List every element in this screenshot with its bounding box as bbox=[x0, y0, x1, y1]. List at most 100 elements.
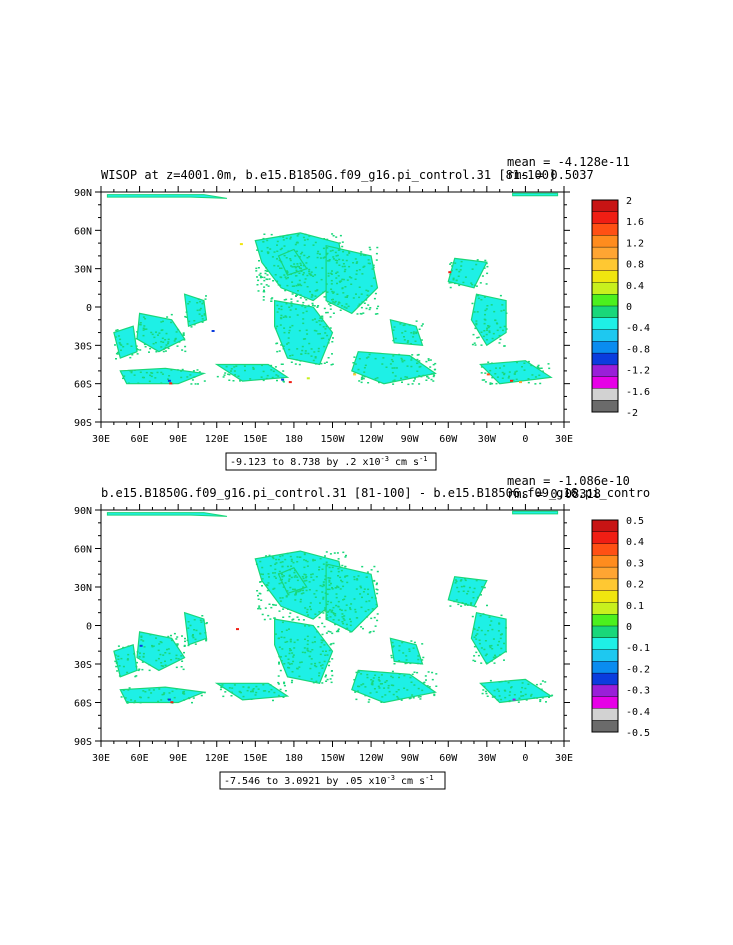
field-cell bbox=[302, 236, 305, 239]
field-cell bbox=[491, 696, 494, 698]
field-cell bbox=[449, 263, 452, 265]
colorbar-label: -0.3 bbox=[626, 686, 650, 697]
field-cell bbox=[335, 593, 338, 595]
y-tick-label: 30N bbox=[74, 583, 92, 594]
field-cell bbox=[355, 293, 357, 295]
field-cell bbox=[287, 342, 290, 344]
field-cell bbox=[476, 311, 479, 313]
field-cell bbox=[274, 568, 277, 571]
field-cell bbox=[524, 687, 527, 690]
field-cell bbox=[501, 377, 504, 379]
field-cell bbox=[277, 681, 280, 684]
field-cell bbox=[392, 355, 395, 357]
field-cell bbox=[324, 578, 327, 581]
field-cell bbox=[342, 292, 345, 294]
field-cell bbox=[289, 586, 292, 589]
field-cell bbox=[353, 598, 356, 600]
field-cell bbox=[141, 376, 144, 379]
field-cell bbox=[355, 262, 358, 264]
field-cell bbox=[182, 668, 185, 671]
field-cell bbox=[311, 319, 314, 321]
field-cell bbox=[333, 302, 336, 304]
field-cell bbox=[455, 580, 458, 583]
field-cell bbox=[375, 691, 378, 693]
field-cell bbox=[158, 332, 161, 334]
field-cell bbox=[329, 250, 332, 252]
colorbar-swatch bbox=[591, 672, 619, 686]
field-cell bbox=[354, 363, 357, 365]
colorbar-swatch bbox=[591, 388, 619, 401]
colorbar-swatch bbox=[591, 376, 619, 390]
field-cell bbox=[405, 662, 408, 664]
field-cell bbox=[338, 264, 341, 266]
panel-1-mean: mean = -4.128e-11 bbox=[507, 155, 630, 169]
field-cell bbox=[327, 301, 329, 303]
field-cell bbox=[338, 242, 341, 244]
field-cell bbox=[304, 638, 306, 640]
field-cell bbox=[280, 344, 283, 346]
field-cell bbox=[302, 264, 305, 267]
field-cell bbox=[274, 563, 277, 565]
field-cell bbox=[302, 592, 305, 594]
field-cell bbox=[274, 633, 277, 635]
field-cell bbox=[126, 659, 129, 661]
field-cell bbox=[344, 286, 347, 288]
colorbar-swatch bbox=[591, 625, 619, 639]
field-cell bbox=[460, 585, 463, 588]
field-cell bbox=[490, 644, 493, 647]
field-cell bbox=[455, 279, 458, 282]
field-cell bbox=[258, 260, 260, 262]
field-cell bbox=[361, 273, 364, 275]
field-cell bbox=[475, 322, 478, 325]
field-cell bbox=[287, 276, 289, 279]
field-cell bbox=[289, 640, 292, 643]
field-cell bbox=[401, 381, 403, 383]
field-cell bbox=[318, 320, 321, 322]
field-cell bbox=[391, 676, 394, 679]
field-cell bbox=[160, 662, 163, 664]
field-cell bbox=[344, 296, 347, 298]
field-cell bbox=[194, 383, 197, 385]
field-cell bbox=[499, 294, 502, 297]
field-cell bbox=[352, 362, 355, 364]
field-cell bbox=[300, 661, 303, 663]
field-cell bbox=[174, 337, 177, 340]
field-cell bbox=[116, 670, 119, 672]
field-cell bbox=[332, 258, 335, 260]
field-cell bbox=[425, 679, 427, 681]
field-cell bbox=[328, 566, 331, 569]
field-cell bbox=[296, 639, 299, 641]
field-cell bbox=[135, 347, 138, 350]
field-cell bbox=[505, 312, 508, 314]
field-cell bbox=[300, 353, 303, 355]
field-cell bbox=[303, 244, 306, 246]
field-cell bbox=[133, 369, 136, 371]
field-cell bbox=[259, 560, 262, 563]
field-cell bbox=[400, 699, 403, 701]
field-cell bbox=[501, 304, 504, 306]
field-cell bbox=[130, 699, 133, 701]
field-cell bbox=[257, 290, 260, 292]
field-cell bbox=[517, 701, 520, 703]
field-cell bbox=[504, 627, 507, 629]
field-cell bbox=[139, 349, 142, 351]
field-cell bbox=[337, 630, 340, 633]
field-cell bbox=[264, 690, 267, 692]
field-cell bbox=[276, 304, 279, 307]
field-cell bbox=[504, 651, 507, 653]
field-cell bbox=[317, 305, 320, 307]
field-cell bbox=[472, 591, 475, 593]
field-cell bbox=[371, 268, 374, 270]
field-cell bbox=[489, 369, 492, 372]
field-cell bbox=[283, 663, 286, 665]
field-cell bbox=[262, 370, 265, 373]
field-cell bbox=[403, 324, 406, 326]
field-cell bbox=[359, 254, 362, 256]
field-cell bbox=[294, 255, 297, 257]
panel-2-land-field bbox=[106, 510, 559, 704]
field-cell bbox=[319, 557, 322, 560]
field-cell bbox=[275, 374, 278, 376]
field-cell bbox=[360, 586, 363, 589]
field-cell bbox=[411, 694, 414, 696]
field-cell bbox=[176, 636, 179, 638]
